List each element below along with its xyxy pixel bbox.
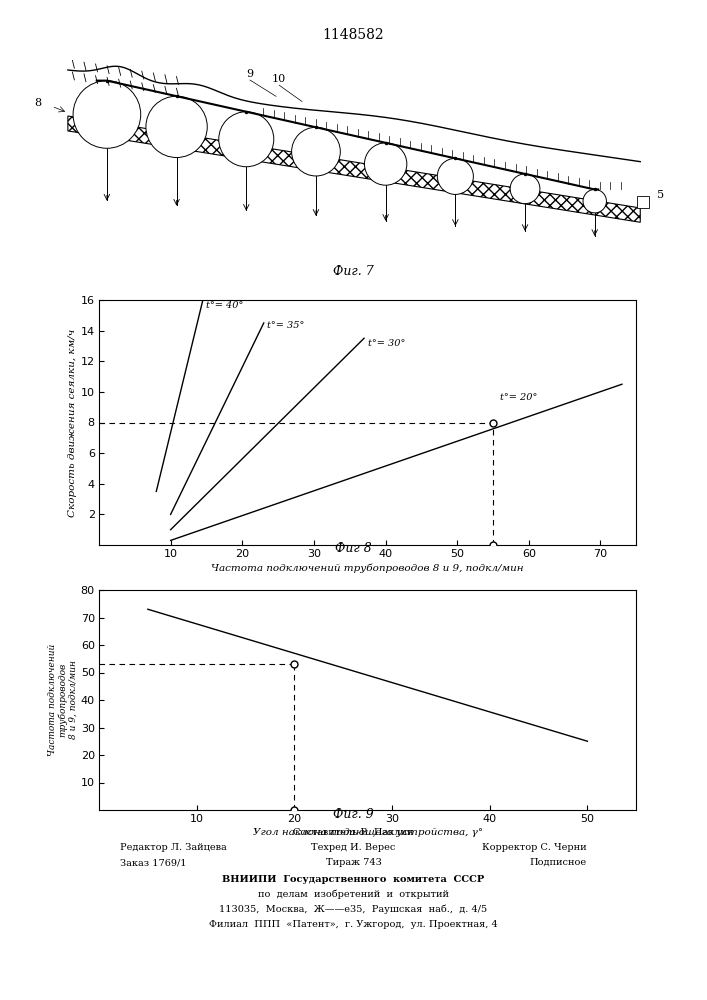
Y-axis label: Скорость движения сеялки, км/ч: Скорость движения сеялки, км/ч — [68, 328, 76, 517]
Circle shape — [438, 158, 474, 194]
Text: 5: 5 — [657, 190, 664, 200]
X-axis label: Частота подключений трубопроводов 8 и 9, подкл/мин: Частота подключений трубопроводов 8 и 9,… — [211, 563, 524, 573]
Text: Составитель В. Паклин: Составитель В. Паклин — [293, 828, 414, 837]
Text: Редактор Л. Зайцева: Редактор Л. Зайцева — [120, 843, 227, 852]
Circle shape — [510, 174, 540, 204]
Text: t°= 40°: t°= 40° — [206, 301, 244, 310]
Text: Тираж 743: Тираж 743 — [325, 858, 382, 867]
Circle shape — [146, 96, 207, 158]
Text: 1148582: 1148582 — [322, 28, 385, 42]
Text: 9: 9 — [247, 69, 254, 79]
Circle shape — [365, 143, 407, 185]
Text: Заказ 1769/1: Заказ 1769/1 — [120, 858, 187, 867]
Text: 8: 8 — [35, 98, 42, 108]
Text: Фиг 8: Фиг 8 — [335, 542, 372, 555]
Text: Техред И. Верес: Техред И. Верес — [311, 843, 396, 852]
Text: 113035,  Москва,  Ж——е35,  Раушская  наб.,  д. 4/5: 113035, Москва, Ж——е35, Раушская наб., д… — [219, 904, 488, 914]
Text: t°= 30°: t°= 30° — [368, 339, 405, 348]
Bar — [637, 196, 649, 208]
Circle shape — [291, 127, 340, 176]
Text: Филиал  ППП  «Патент»,  г. Ужгород,  ул. Проектная, 4: Филиал ППП «Патент», г. Ужгород, ул. Про… — [209, 920, 498, 929]
Text: по  делам  изобретений  и  открытий: по делам изобретений и открытий — [258, 890, 449, 899]
Text: Корректор С. Черни: Корректор С. Черни — [482, 843, 587, 852]
Text: Фиг. 7: Фиг. 7 — [333, 265, 374, 278]
Text: ВНИИПИ  Государственного  комитета  СССР: ВНИИПИ Государственного комитета СССР — [223, 875, 484, 884]
Circle shape — [583, 189, 607, 213]
X-axis label: Угол наклона подающего устройства, γ°: Угол наклона подающего устройства, γ° — [252, 828, 483, 837]
Text: t°= 35°: t°= 35° — [267, 321, 305, 330]
Text: t°= 20°: t°= 20° — [500, 393, 537, 402]
Text: Подписное: Подписное — [530, 858, 587, 867]
Text: 10: 10 — [272, 74, 286, 84]
Y-axis label: Частота подключений
трубопроводов
8 и 9, подкл/мин: Частота подключений трубопроводов 8 и 9,… — [47, 644, 78, 756]
Circle shape — [73, 81, 141, 148]
Text: Фиг. 9: Фиг. 9 — [333, 808, 374, 821]
Circle shape — [218, 112, 274, 167]
